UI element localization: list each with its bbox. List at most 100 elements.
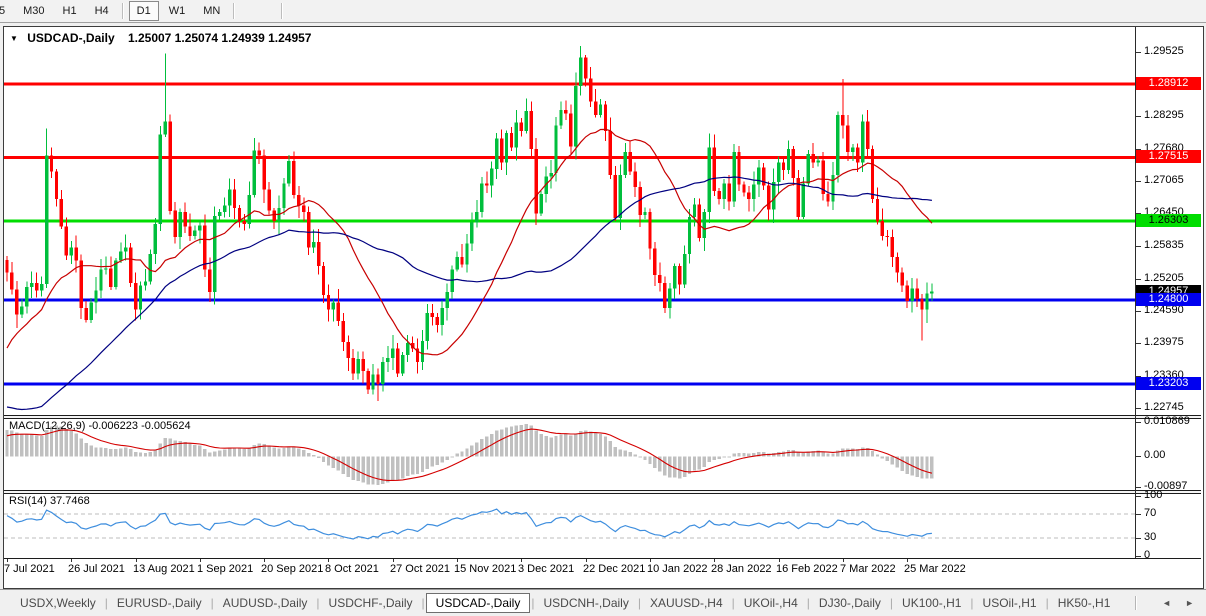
macd-bar <box>44 430 49 457</box>
candle-body <box>821 160 825 194</box>
level-line-1.28912[interactable] <box>4 82 1135 86</box>
candle-body <box>509 133 514 148</box>
macd-bar <box>574 433 578 457</box>
timeframe-button-5[interactable]: 5 <box>0 5 6 17</box>
timeframe-button-mn[interactable]: MN <box>203 5 221 17</box>
chart-tab-ukoil-h4[interactable]: UKOil-,H4 <box>743 596 798 610</box>
pane-divider-gap[interactable] <box>4 416 1201 418</box>
macd-bar <box>613 447 618 457</box>
candle-body <box>682 253 687 285</box>
pane-divider <box>4 490 1201 491</box>
timeframe-button-w1[interactable]: W1 <box>168 5 186 17</box>
candles-group <box>5 45 934 401</box>
date-label: 25 Mar 2022 <box>904 563 966 575</box>
level-line-1.26303[interactable] <box>4 219 1135 223</box>
candle-body <box>905 285 909 302</box>
candle-body <box>128 247 133 284</box>
candle-body <box>697 204 702 238</box>
macd-bar <box>99 447 103 457</box>
candle-body <box>64 226 69 256</box>
candle-body <box>930 291 934 294</box>
chart-tab-audusd-daily[interactable]: AUDUSD-,Daily <box>222 596 308 610</box>
macd-bar <box>59 426 64 457</box>
timeframe-button-d1[interactable]: D1 <box>128 1 159 21</box>
candle-body <box>5 260 9 273</box>
candle-body <box>687 217 692 254</box>
pane-divider-gap[interactable] <box>4 491 1201 493</box>
candle-body <box>851 147 855 152</box>
macd-bar <box>915 456 919 477</box>
macd-bar <box>445 456 449 460</box>
macd-bar <box>470 445 474 457</box>
toolbar-separator <box>233 3 236 19</box>
macd-bar <box>697 456 702 470</box>
date-label: 1 Sep 2021 <box>197 563 254 575</box>
macd-bar <box>692 456 697 471</box>
chart-tab-usdcad-daily[interactable]: USDCAD-,Daily <box>425 593 531 613</box>
macd-bar <box>326 456 331 466</box>
chart-tab-usdx-weekly[interactable]: USDX,Weekly <box>20 596 96 610</box>
candle-body <box>752 184 756 200</box>
macd-tick-label: 0.010869 <box>1144 415 1190 427</box>
candle-body <box>658 274 662 284</box>
chart-tab-dj30-daily[interactable]: DJ30-,Daily <box>818 596 881 610</box>
macd-bar <box>292 447 296 457</box>
tab-separator: | <box>531 596 535 610</box>
candle-body <box>539 193 543 214</box>
chart-tab-uk100-h1[interactable]: UK100-,H1 <box>902 596 962 610</box>
rsi-tick-mark <box>1136 538 1141 539</box>
candle-body <box>257 150 261 156</box>
rsi-tick-mark <box>1136 514 1141 515</box>
chart-title: ▼ USDCAD-,Daily 1.25007 1.25074 1.24939 … <box>10 31 311 45</box>
candle-body <box>791 148 796 179</box>
candle-body <box>603 104 608 131</box>
timeframe-button-m30[interactable]: M30 <box>23 5 45 17</box>
chart-tab-usdcnh-daily[interactable]: USDCNH-,Daily <box>543 596 629 610</box>
level-line-1.23203[interactable] <box>4 382 1135 386</box>
timeframe-button-h4[interactable]: H4 <box>94 5 109 17</box>
macd-tick-mark <box>1136 456 1141 457</box>
chart-tab-hk50-h1[interactable]: HK50-,H1 <box>1057 596 1111 610</box>
macd-bar <box>880 456 885 459</box>
candle-body <box>722 183 726 200</box>
chart-tab-eurusd-daily[interactable]: EURUSD-,Daily <box>116 596 202 610</box>
macd-chart-canvas[interactable] <box>4 419 1135 490</box>
date-label: 3 Dec 2021 <box>518 563 575 575</box>
level-price-badge-1.27515: 1.27515 <box>1136 150 1201 163</box>
rsi-indicator-label: RSI(14) 37.7468 <box>9 495 90 507</box>
tab-scroll-left-icon[interactable]: ◄ <box>1162 598 1172 608</box>
level-line-1.24800[interactable] <box>4 298 1135 302</box>
candle-body <box>173 210 177 237</box>
level-line-1.27515[interactable] <box>4 155 1135 159</box>
candle-body <box>470 222 474 244</box>
candle-body <box>569 113 573 147</box>
candle-body <box>519 122 524 131</box>
timeframe-toolbar: 5 M30 H1 H4 D1 W1 MN <box>0 0 1206 23</box>
chart-dropdown-icon[interactable]: ▼ <box>10 34 18 43</box>
macd-bar <box>173 440 177 457</box>
macd-bar <box>638 456 642 458</box>
macd-bar <box>569 435 573 457</box>
macd-bar <box>480 439 484 457</box>
candle-body <box>188 226 192 236</box>
rsi-chart-canvas[interactable] <box>4 494 1135 558</box>
price-chart-canvas[interactable] <box>4 28 1135 415</box>
candle-body <box>460 256 464 265</box>
chart-tab-usdchf-daily[interactable]: USDCHF-,Daily <box>328 596 413 610</box>
macd-bar <box>410 456 415 475</box>
chart-tab-usoil-h1[interactable]: USOil-,H1 <box>982 596 1037 610</box>
price-tick-mark <box>1136 246 1141 247</box>
timeframe-button-h1[interactable]: H1 <box>62 5 77 17</box>
pane-divider <box>4 415 1201 416</box>
level-price-badge-1.24800: 1.24800 <box>1136 293 1201 306</box>
tab-scroll-right-icon[interactable]: ► <box>1185 598 1194 608</box>
tab-separator: | <box>889 596 894 610</box>
tab-scroll-controls: ◄ ► <box>1135 596 1201 610</box>
macd-bar <box>425 456 430 469</box>
pane-divider <box>4 493 1201 494</box>
macd-bar <box>124 447 128 457</box>
chart-tab-xauusd-h4[interactable]: XAUUSD-,H4 <box>649 596 723 610</box>
candle-body <box>430 313 435 317</box>
candle-body <box>178 211 182 237</box>
